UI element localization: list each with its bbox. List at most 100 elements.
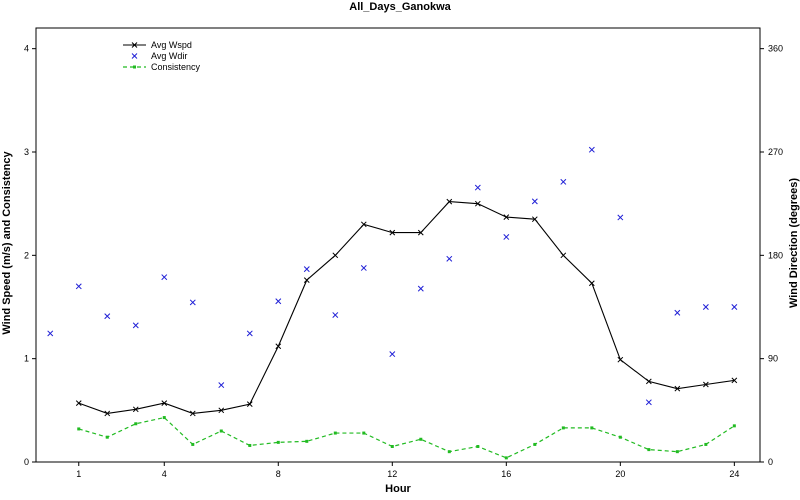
data-point-avg-wspd xyxy=(389,229,396,236)
chart-title: All_Days_Ganokwa xyxy=(349,1,451,13)
data-point-avg-wspd xyxy=(531,216,538,223)
legend-item-consistency: Consistency xyxy=(123,62,201,72)
y-right-tick-label: 360 xyxy=(768,44,783,54)
x-tick-label: 8 xyxy=(276,469,281,479)
data-point-consistency xyxy=(276,440,280,444)
x-tick-label: 20 xyxy=(615,469,625,479)
data-point-avg-wspd xyxy=(246,401,253,407)
x-tick-label: 1 xyxy=(76,469,81,479)
legend-item-avg-wspd: Avg Wspd xyxy=(123,40,192,50)
data-point-consistency xyxy=(647,448,651,452)
data-point-avg-wspd xyxy=(588,280,595,287)
data-point-avg-wdir xyxy=(474,184,481,191)
data-point-avg-wdir xyxy=(332,312,339,318)
data-point-consistency xyxy=(248,443,252,447)
data-point-avg-wdir xyxy=(560,178,567,185)
x-tick-label: 24 xyxy=(729,469,739,479)
data-point-avg-wdir xyxy=(218,382,225,389)
data-point-consistency xyxy=(191,442,195,446)
data-point-avg-wspd xyxy=(275,343,282,350)
data-point-avg-wdir xyxy=(446,255,453,262)
x-axis: 1 4 8 12 16 20 24 xyxy=(76,462,739,479)
data-point-avg-wspd xyxy=(332,252,339,259)
y-left-tick-label: 3 xyxy=(24,147,29,157)
data-point-avg-wspd xyxy=(417,229,424,236)
data-point-consistency xyxy=(134,422,138,426)
series-consistency xyxy=(77,416,736,460)
data-point-avg-wdir xyxy=(731,304,738,310)
y-right-tick-label: 0 xyxy=(768,457,773,467)
data-point-avg-wspd xyxy=(218,407,225,414)
data-point-consistency xyxy=(162,416,166,420)
data-point-consistency xyxy=(419,437,423,441)
y-left-tick-label: 1 xyxy=(24,354,29,364)
data-point-avg-wdir xyxy=(617,214,624,221)
data-point-avg-wdir xyxy=(645,399,652,406)
data-point-avg-wdir xyxy=(275,298,282,305)
series-layer xyxy=(47,146,738,460)
data-point-avg-wspd xyxy=(674,385,681,392)
legend-label-avg-wspd: Avg Wspd xyxy=(151,40,192,50)
y-left-tick-label: 2 xyxy=(24,250,29,260)
data-point-avg-wspd xyxy=(132,406,139,413)
data-point-avg-wdir xyxy=(132,322,139,329)
data-point-avg-wspd xyxy=(104,410,111,417)
data-point-consistency xyxy=(704,442,708,446)
data-point-consistency xyxy=(219,429,223,433)
x-tick-label: 4 xyxy=(162,469,167,479)
data-point-avg-wdir xyxy=(702,304,709,310)
x-axis-label: Hour xyxy=(385,483,411,495)
data-point-avg-wdir xyxy=(588,146,595,153)
data-point-avg-wspd xyxy=(702,381,709,388)
data-point-avg-wspd xyxy=(731,377,738,384)
data-point-avg-wspd xyxy=(560,252,567,259)
x-tick-label: 12 xyxy=(387,469,397,479)
data-point-consistency xyxy=(447,450,451,454)
data-point-consistency xyxy=(105,435,109,439)
data-point-avg-wspd xyxy=(360,221,367,228)
series-line-consistency xyxy=(78,416,735,459)
data-point-avg-wdir xyxy=(389,351,396,358)
data-point-avg-wspd xyxy=(446,198,453,205)
data-point-consistency xyxy=(476,445,480,448)
data-point-avg-wdir xyxy=(189,299,196,306)
data-point-avg-wdir xyxy=(417,285,424,292)
data-point-consistency xyxy=(362,431,366,435)
y-right-axis: 0 90 180 270 360 xyxy=(760,44,783,467)
series-avg-wdir xyxy=(47,146,738,406)
y-left-tick-label: 0 xyxy=(24,457,29,467)
y-right-tick-label: 180 xyxy=(768,250,783,260)
data-point-consistency xyxy=(504,456,508,460)
data-point-consistency xyxy=(675,450,679,454)
legend-label-avg-wdir: Avg Wdir xyxy=(151,51,187,61)
data-point-avg-wspd xyxy=(503,214,510,220)
data-point-consistency xyxy=(732,424,736,428)
plot-frame xyxy=(35,27,761,463)
y-left-tick-label: 4 xyxy=(24,44,29,54)
y-left-axis-label: Wind Speed (m/s) and Consistency xyxy=(1,150,13,334)
y-right-tick-label: 270 xyxy=(768,147,783,157)
data-point-avg-wdir xyxy=(531,198,538,205)
data-point-consistency xyxy=(77,427,81,431)
data-point-avg-wdir xyxy=(104,313,111,320)
data-point-consistency xyxy=(618,435,622,439)
series-line-avg-wspd xyxy=(78,201,735,414)
data-point-avg-wdir xyxy=(360,265,367,271)
data-point-consistency xyxy=(390,445,394,448)
data-point-consistency xyxy=(533,442,537,446)
data-point-avg-wdir xyxy=(47,330,54,337)
y-right-tick-label: 90 xyxy=(768,354,778,364)
data-point-avg-wdir xyxy=(503,234,510,240)
data-point-avg-wspd xyxy=(474,200,481,207)
series-avg-wspd xyxy=(75,198,738,417)
data-point-avg-wdir xyxy=(246,330,253,337)
data-point-avg-wspd xyxy=(617,356,624,363)
data-point-avg-wdir xyxy=(303,266,310,273)
data-point-avg-wdir xyxy=(161,274,168,281)
data-point-avg-wdir xyxy=(674,309,681,316)
data-point-consistency xyxy=(590,426,594,430)
y-right-axis-label: Wind Direction (degrees) xyxy=(788,178,800,308)
data-point-avg-wdir xyxy=(75,283,82,290)
data-point-avg-wspd xyxy=(645,378,652,385)
